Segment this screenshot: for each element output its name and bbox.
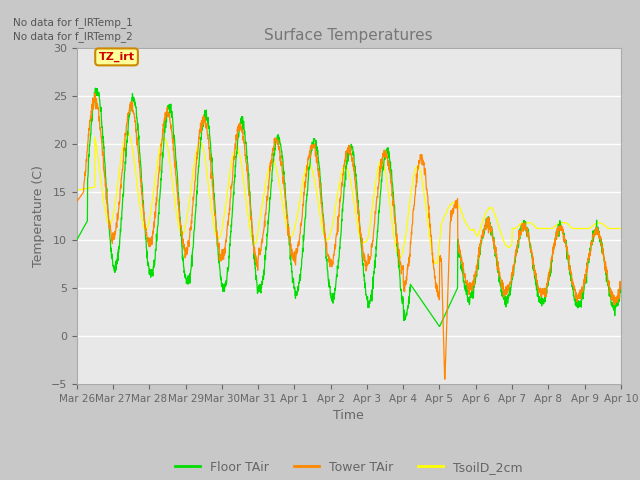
- Text: TZ_irt: TZ_irt: [99, 52, 134, 62]
- Legend: Floor TAir, Tower TAir, TsoilD_2cm: Floor TAir, Tower TAir, TsoilD_2cm: [170, 456, 527, 479]
- Title: Surface Temperatures: Surface Temperatures: [264, 28, 433, 43]
- X-axis label: Time: Time: [333, 409, 364, 422]
- Y-axis label: Temperature (C): Temperature (C): [32, 165, 45, 267]
- Text: No data for f_IRTemp_2: No data for f_IRTemp_2: [13, 31, 132, 42]
- Text: No data for f_IRTemp_1: No data for f_IRTemp_1: [13, 17, 132, 28]
